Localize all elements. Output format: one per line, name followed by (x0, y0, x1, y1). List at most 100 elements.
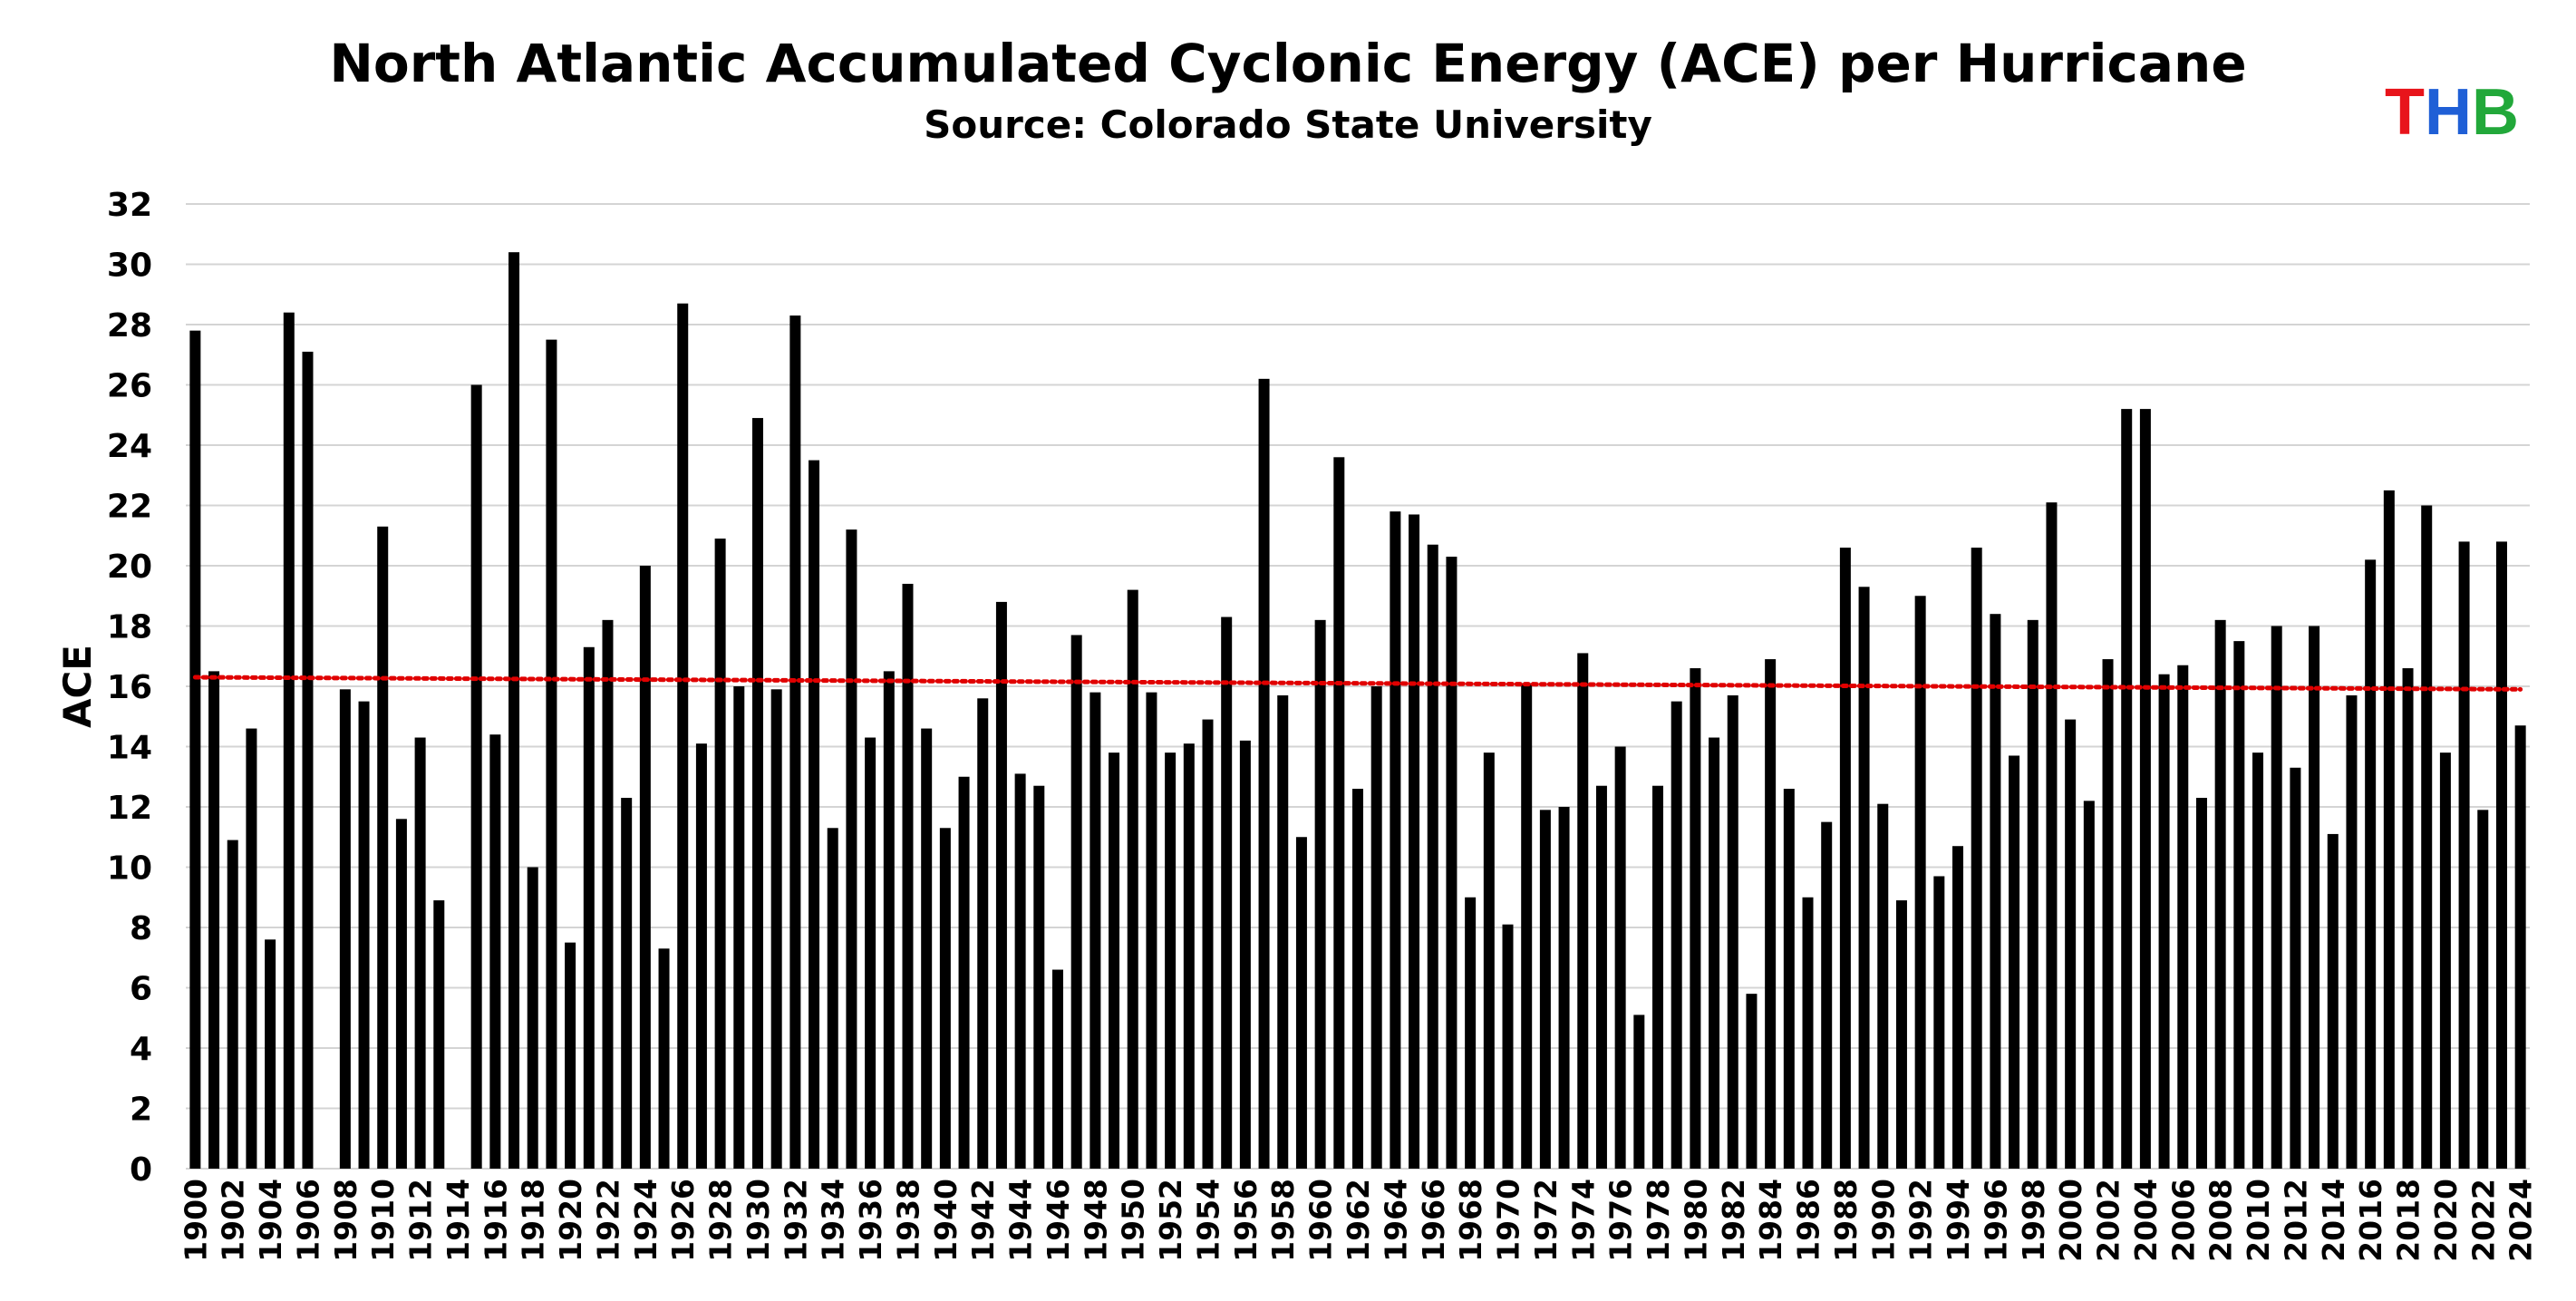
logo-letter: H (2425, 76, 2472, 149)
bar (546, 339, 557, 1169)
bar (2495, 541, 2507, 1169)
bar (921, 728, 933, 1169)
y-tick-label: 8 (130, 910, 152, 947)
bar (1352, 789, 1363, 1169)
bar (621, 798, 633, 1169)
y-axis-label: ACE (55, 645, 100, 728)
logo-letter: B (2472, 76, 2519, 149)
bar (846, 529, 857, 1169)
y-tick-label: 32 (107, 187, 152, 224)
bar (2309, 626, 2320, 1169)
bar (1109, 752, 1120, 1169)
bar (1558, 807, 1570, 1169)
bar (1409, 514, 1420, 1169)
y-tick-label: 10 (107, 850, 152, 888)
bar (1127, 589, 1138, 1169)
bar (827, 828, 838, 1169)
x-tick-label: 1934 (816, 1179, 851, 1262)
x-tick-label: 2008 (2203, 1179, 2239, 1262)
bar (470, 384, 482, 1169)
y-tick-label: 16 (107, 669, 152, 706)
x-tick-label: 1968 (1453, 1179, 1488, 1262)
x-tick-label: 1902 (216, 1179, 251, 1262)
y-tick-label: 6 (130, 971, 152, 1008)
bar (1202, 719, 1214, 1169)
bar (395, 819, 407, 1169)
x-tick-label: 1900 (178, 1179, 213, 1262)
bar (2383, 490, 2395, 1169)
bar (1014, 773, 1026, 1169)
bar (2252, 752, 2264, 1169)
y-tick-label: 26 (107, 368, 152, 405)
x-tick-label: 1992 (1903, 1179, 1939, 1262)
bar (1652, 785, 1664, 1169)
bar (2365, 559, 2377, 1169)
bar (1277, 694, 1289, 1169)
y-tick-label: 30 (107, 248, 152, 285)
bar (1633, 1015, 1645, 1169)
bar (2458, 541, 2470, 1169)
x-tick-label: 1906 (290, 1179, 325, 1262)
x-tick-label: 1984 (1753, 1179, 1788, 1262)
bar (677, 303, 689, 1170)
bar (2027, 619, 2039, 1169)
bar (2327, 833, 2339, 1169)
bar (902, 583, 914, 1169)
y-tick-label: 22 (107, 489, 152, 526)
x-tick-label: 1966 (1416, 1179, 1451, 1262)
x-tick-label: 1912 (403, 1179, 439, 1262)
bar (1070, 635, 1082, 1169)
x-tick-label: 1974 (1565, 1179, 1601, 1262)
bar (1877, 803, 1889, 1169)
bar (1239, 740, 1251, 1169)
x-tick-label: 1980 (1678, 1179, 1713, 1262)
bar (958, 776, 970, 1169)
bar (189, 330, 201, 1169)
bar (865, 737, 876, 1169)
bar (283, 312, 295, 1169)
x-tick-label: 1924 (628, 1179, 663, 1262)
bar (1671, 701, 1682, 1169)
x-tick-label: 1978 (1641, 1179, 1676, 1262)
bar (227, 840, 238, 1169)
x-tick-label: 1982 (1716, 1179, 1751, 1262)
y-tick-label: 24 (107, 428, 152, 465)
bar (302, 351, 314, 1169)
x-tick-label: 2012 (2278, 1179, 2313, 1262)
bar (1183, 743, 1195, 1169)
bar (1089, 692, 1101, 1169)
bar (2290, 767, 2301, 1169)
y-tick-label: 14 (107, 730, 152, 767)
bar (1971, 548, 1982, 1169)
x-tick-label: 1930 (741, 1179, 776, 1262)
bar (1914, 596, 1926, 1169)
bar (2402, 668, 2414, 1169)
bar (358, 701, 370, 1169)
x-tick-label: 1986 (1791, 1179, 1826, 1262)
x-tick-label: 2020 (2428, 1179, 2464, 1262)
bar (1146, 692, 1157, 1169)
bar (2121, 409, 2133, 1170)
bar (977, 698, 989, 1169)
x-tick-label: 1936 (853, 1179, 888, 1262)
bar (1390, 511, 1401, 1169)
x-tick-label: 1940 (928, 1179, 964, 1262)
bar (2009, 755, 2020, 1169)
bar (1314, 619, 1326, 1169)
bar (809, 460, 820, 1169)
chart-title: North Atlantic Accumulated Cyclonic Ener… (329, 33, 2246, 94)
x-tick-label: 1952 (1153, 1179, 1188, 1262)
x-tick-label: 1994 (1941, 1179, 1976, 1262)
y-tick-label: 0 (130, 1151, 152, 1189)
bar (565, 942, 576, 1169)
bar (939, 828, 951, 1169)
bar (751, 418, 763, 1169)
bar (733, 686, 745, 1169)
y-tick-label: 4 (130, 1031, 152, 1068)
bar (377, 526, 389, 1169)
bar (2065, 719, 2077, 1169)
bar (658, 948, 670, 1169)
bar (433, 900, 445, 1169)
x-tick-label: 1946 (1041, 1179, 1076, 1262)
bar (1577, 653, 1589, 1169)
